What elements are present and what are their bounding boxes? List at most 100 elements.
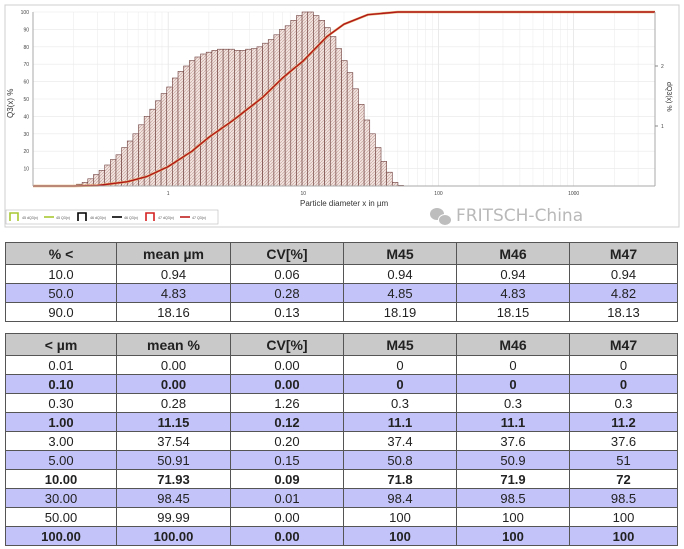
table-cell: 37.4 <box>343 431 457 451</box>
table-row: 10.00 71.93 0.09 71.8 71.9 72 <box>5 469 678 489</box>
dq3-bar <box>211 50 218 187</box>
dq3-bar <box>239 50 246 187</box>
x-tick-label: 1000 <box>568 191 579 197</box>
column-header: M47 <box>569 242 678 265</box>
table-cell: 0.3 <box>456 393 570 413</box>
dq3-bar <box>200 53 207 187</box>
dq3-bar <box>217 48 224 187</box>
table-cell: 100.00 <box>5 526 117 546</box>
y-tick-label-left: 90 <box>23 27 29 33</box>
legend-swatch-bar <box>145 212 155 221</box>
dq3-bar <box>380 161 387 187</box>
dq3-bar <box>329 36 337 187</box>
column-header: mean % <box>116 333 231 356</box>
table-row: 50.0 4.83 0.28 4.85 4.83 4.82 <box>5 283 678 303</box>
table-cell: 0.94 <box>569 264 678 284</box>
column-header: CV[%] <box>230 333 344 356</box>
y-tick-label-right: 1 <box>661 124 664 130</box>
dq3-bar <box>273 34 280 187</box>
table-cell: 100 <box>569 526 678 546</box>
dq3-bar <box>188 60 196 187</box>
dq3-bar <box>251 48 258 187</box>
column-header: < µm <box>5 333 117 356</box>
table-cell: 71.8 <box>343 469 457 489</box>
legend-label: 47 Q3(x) <box>192 216 206 220</box>
table-cell: 18.15 <box>456 302 570 322</box>
legend-swatch-bar <box>9 212 19 221</box>
dq3-bar <box>262 42 269 187</box>
y-tick-label-right: 2 <box>661 64 664 70</box>
column-header: % < <box>5 242 117 265</box>
legend-label: 46 dQ3(x) <box>90 216 106 220</box>
dq3-bar <box>279 29 286 187</box>
legend-label: 45 Q3(x) <box>56 216 70 220</box>
table-cell: 0.00 <box>116 374 231 394</box>
table-row: 10.0 0.94 0.06 0.94 0.94 0.94 <box>5 264 678 284</box>
y-tick-label-left: 30 <box>23 132 29 138</box>
table-cell: 18.16 <box>116 302 231 322</box>
table-cell: 0.94 <box>116 264 231 284</box>
table-cell: 0.94 <box>456 264 570 284</box>
table-cell: 98.5 <box>456 488 570 508</box>
dq3-bar <box>284 25 292 187</box>
dq3-bar <box>363 119 371 187</box>
table-cell: 0.20 <box>230 431 344 451</box>
table-cell: 0.10 <box>5 374 117 394</box>
axes: 10 20 30 40 50 60 70 80 90 100 1 2 1 10 100 1000 <box>21 10 664 197</box>
table-cell: 51 <box>569 450 678 470</box>
table-cell: 100 <box>343 526 457 546</box>
table-cell: 72 <box>569 469 678 489</box>
dq3-bar <box>392 182 399 187</box>
table-cell: 10.00 <box>5 469 117 489</box>
table-cell: 0.28 <box>230 283 344 303</box>
table-cell: 0.06 <box>230 264 344 284</box>
table-cell: 100 <box>456 507 570 527</box>
dq3-bar <box>341 60 348 187</box>
table-cell: 90.0 <box>5 302 117 322</box>
y-tick-label-left: 10 <box>23 167 29 173</box>
table-cell: 11.1 <box>456 412 570 432</box>
dq3-bar <box>183 65 190 187</box>
y-tick-label-left: 100 <box>21 10 30 16</box>
x-tick-label: 10 <box>301 191 307 197</box>
table-cell: 4.83 <box>456 283 570 303</box>
dq3-bar <box>313 15 320 187</box>
y-tick-label-left: 60 <box>23 80 29 86</box>
table-row: 0.01 0.00 0.00 0 0 0 <box>5 355 678 375</box>
table-cell: 37.6 <box>569 431 678 451</box>
table-cell: 0.09 <box>230 469 344 489</box>
table-cell: 11.2 <box>569 412 678 432</box>
table-cell: 98.45 <box>116 488 231 508</box>
table-cell: 0 <box>456 374 570 394</box>
table-cell: 0.3 <box>569 393 678 413</box>
table-cell: 3.00 <box>5 431 117 451</box>
table-cell: 5.00 <box>5 450 117 470</box>
dq3-bar <box>335 48 342 187</box>
table-cell: 0.94 <box>343 264 457 284</box>
dq3-bar <box>352 88 359 187</box>
table-row: 3.00 37.54 0.20 37.4 37.6 37.6 <box>5 431 678 451</box>
column-header: M47 <box>569 333 678 356</box>
y-tick-label-left: 40 <box>23 114 29 120</box>
dq3-bar <box>177 71 184 187</box>
table-cell: 18.19 <box>343 302 457 322</box>
table-cell: 0.00 <box>230 374 344 394</box>
table-cell: 71.9 <box>456 469 570 489</box>
dq3-bar <box>369 133 376 187</box>
table-cell: 0.01 <box>230 488 344 508</box>
table-cell: 100 <box>456 526 570 546</box>
y-axis-right-label: dQ3(x) % <box>665 82 672 112</box>
table-cell: 0.3 <box>343 393 457 413</box>
column-header: M46 <box>456 333 570 356</box>
dq3-bar <box>301 11 309 187</box>
table-cell: 1.26 <box>230 393 344 413</box>
y-tick-label-left: 80 <box>23 45 29 51</box>
dq3-bar <box>228 48 235 187</box>
table-cell: 98.5 <box>569 488 678 508</box>
column-header: M46 <box>456 242 570 265</box>
dq3-bar <box>205 51 213 187</box>
dq3-bar <box>296 15 303 187</box>
dq3-bar <box>160 93 168 187</box>
column-header: M45 <box>343 242 457 265</box>
table-cell: 98.4 <box>343 488 457 508</box>
